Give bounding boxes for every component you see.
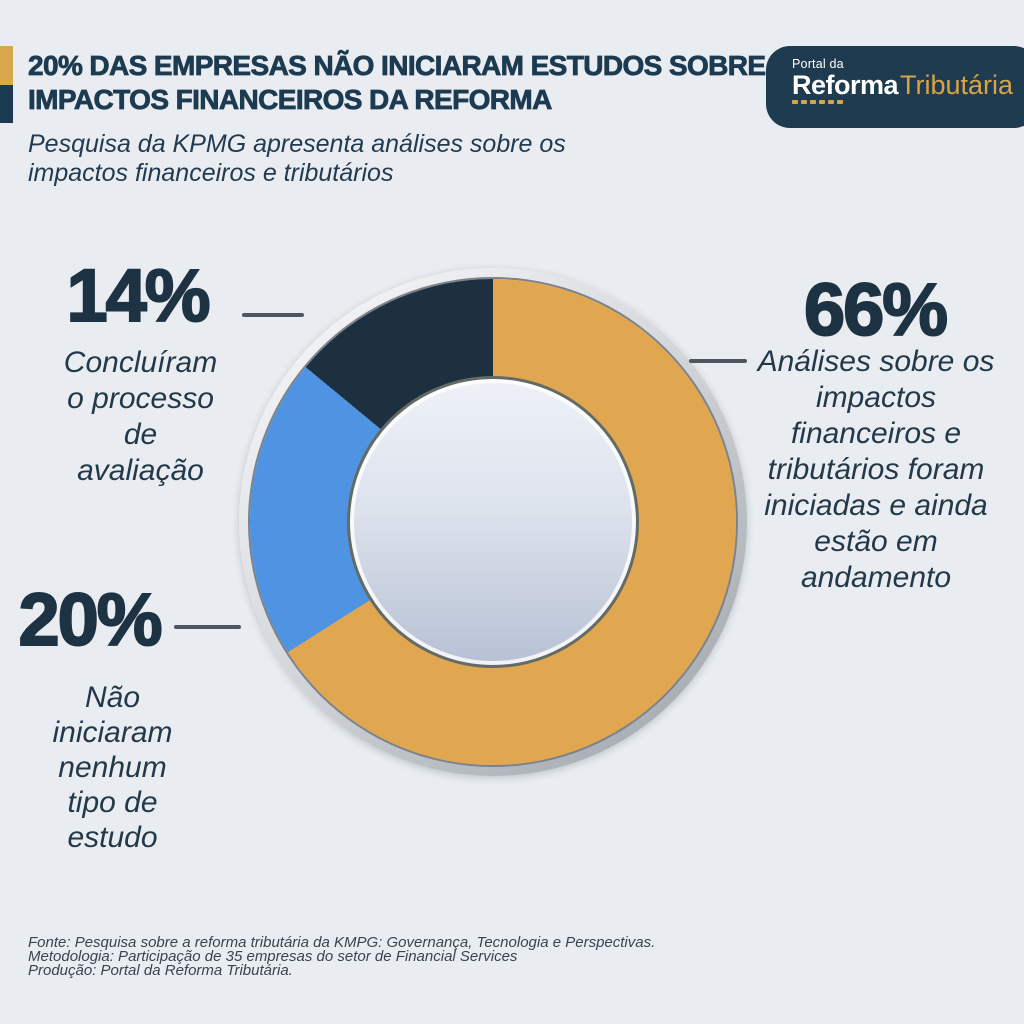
- callout-text-14: Concluíram o processo de avaliação: [63, 346, 218, 487]
- callout-pct-14: 14%: [65, 254, 211, 337]
- connector-line-14: [242, 313, 304, 317]
- page-title: 20% DAS EMPRESAS NÃO INICIARAM ESTUDOS S…: [28, 49, 767, 117]
- accent-navy-block: [0, 84, 13, 123]
- donut-center-disc: [347, 376, 639, 668]
- callout-text-66: Análises sobre os impactos financeiros e…: [757, 345, 995, 594]
- connector-line-20: [174, 625, 241, 629]
- logo-brand-light: Tributária: [900, 70, 1014, 100]
- footnote-metodologia: Metodologia: Participação de 35 empresas…: [28, 948, 518, 965]
- callout-text-20: Não iniciaram nenhum tipo de estudo: [52, 681, 173, 854]
- brand-logo: Portal da ReformaTributária: [766, 46, 1024, 128]
- connector-line-66: [689, 359, 747, 363]
- page-subtitle: Pesquisa da KPMG apresenta análises sobr…: [28, 130, 566, 188]
- logo-brand-name: ReformaTributária: [792, 71, 1024, 99]
- title-accent-bar: [0, 46, 13, 123]
- logo-dashes-icon: [792, 100, 1024, 104]
- accent-gold-block: [0, 46, 13, 85]
- logo-small-text: Portal da: [792, 57, 844, 71]
- callout-pct-20: 20%: [17, 578, 163, 661]
- source-footnote: Fonte: Pesquisa sobre a reforma tributár…: [28, 934, 656, 979]
- footnote-fonte: Fonte: Pesquisa sobre a reforma tributár…: [28, 934, 656, 951]
- title-line-1: 20% DAS EMPRESAS NÃO INICIARAM ESTUDOS S…: [28, 50, 767, 82]
- logo-brand-bold: Reforma: [792, 70, 899, 100]
- footnote-producao: Produção: Portal da Reforma Tributária.: [28, 962, 293, 979]
- title-line-2: IMPACTOS FINANCEIROS DA REFORMA: [28, 84, 553, 116]
- callout-pct-66: 66%: [803, 268, 949, 351]
- donut-chart: [239, 268, 747, 776]
- subtitle-line-1: Pesquisa da KPMG apresenta análises sobr…: [28, 130, 566, 158]
- subtitle-line-2: impactos financeiros e tributários: [28, 159, 394, 187]
